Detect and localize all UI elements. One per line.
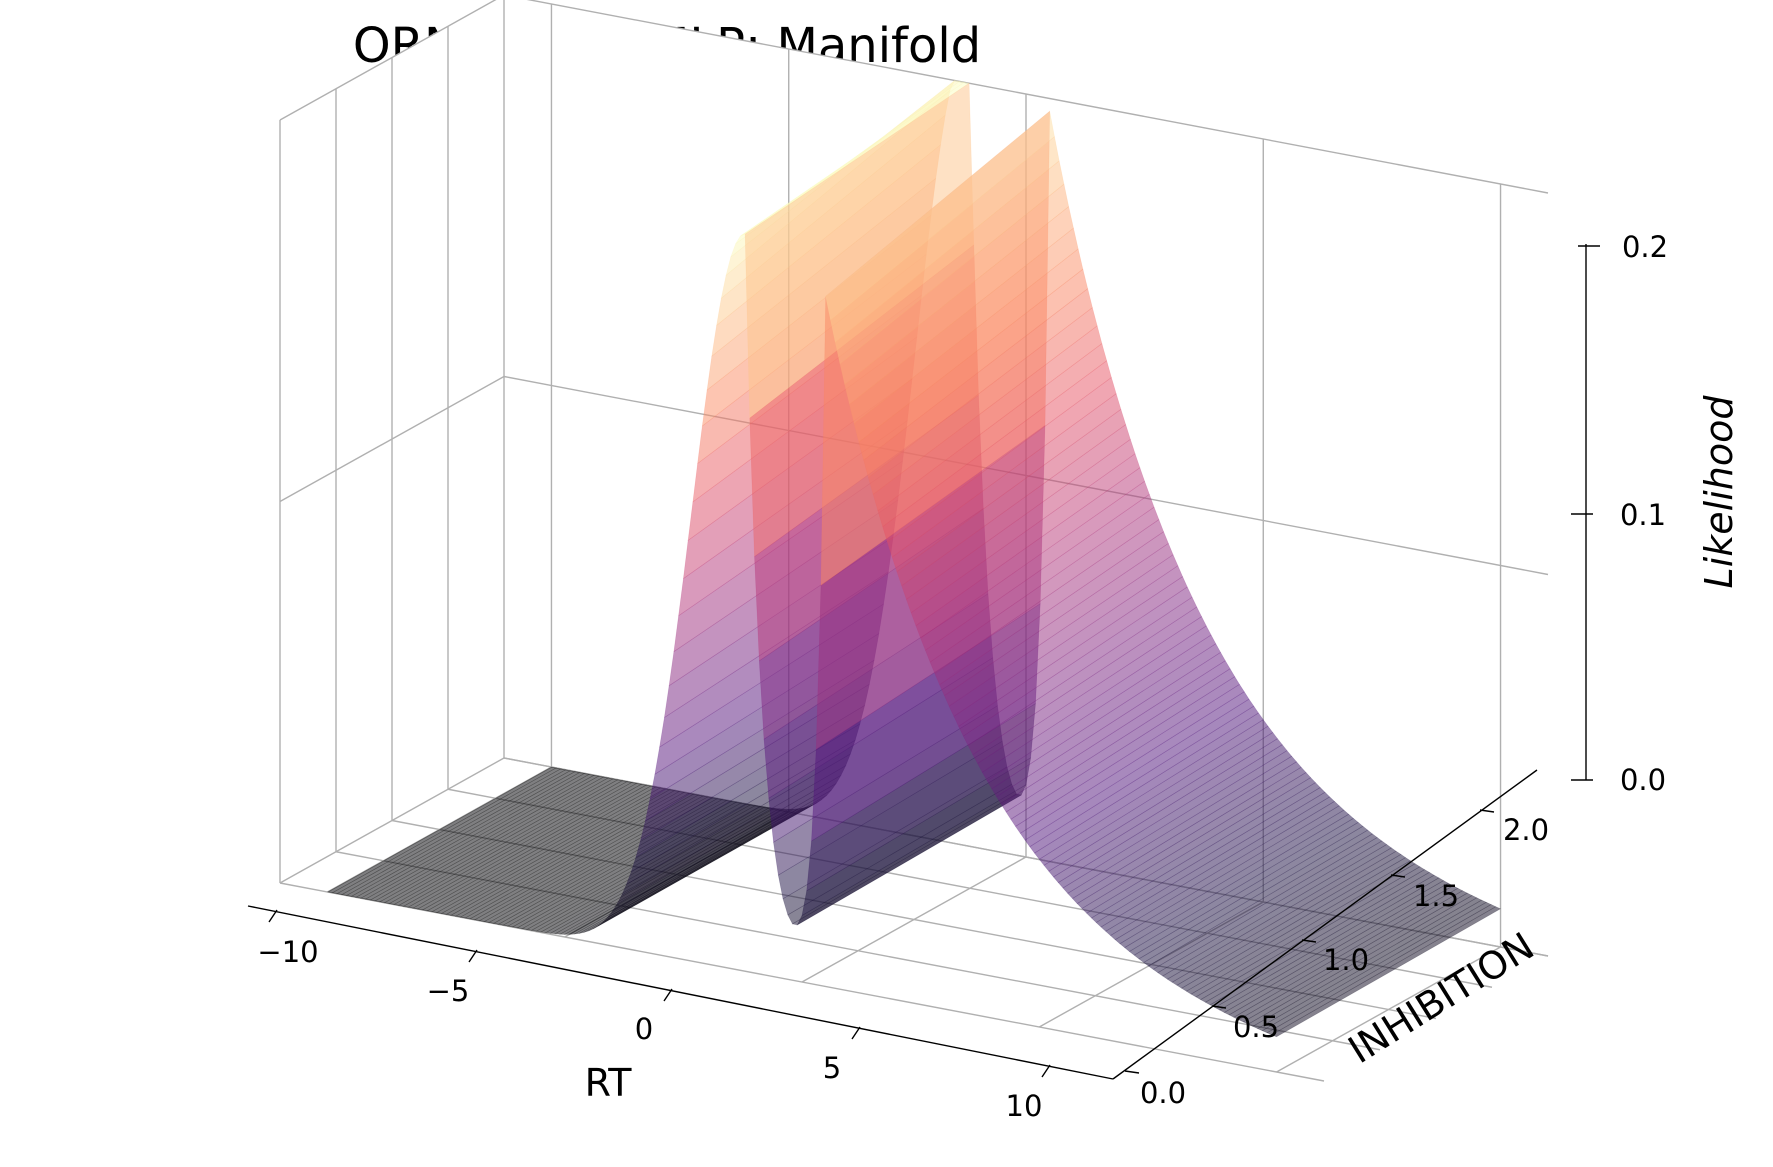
z-axis-label: Likelihood bbox=[1697, 395, 1741, 589]
y-axis-line bbox=[1112, 769, 1538, 1080]
y-tick-label: 1.0 bbox=[1323, 943, 1369, 977]
y-tick-mark bbox=[1211, 1005, 1227, 1009]
likelihood-surface bbox=[326, 80, 1502, 1038]
back-grid-z bbox=[526, 0, 1549, 194]
left-grid-z bbox=[279, 0, 497, 121]
x-axis-line bbox=[247, 905, 1114, 1080]
left-grid-z bbox=[279, 757, 505, 884]
x-tick-label: 10 bbox=[1006, 1089, 1043, 1123]
x-tick-mark bbox=[851, 1026, 861, 1040]
y-tick-label: 1.5 bbox=[1413, 879, 1459, 913]
z-tick-label: 0.1 bbox=[1620, 498, 1666, 532]
y-tick-mark bbox=[1301, 939, 1317, 943]
x-tick-label: 0 bbox=[635, 1012, 653, 1046]
axis-lines bbox=[247, 244, 1587, 1080]
y-tick-mark bbox=[1390, 874, 1406, 878]
surface-patch bbox=[1271, 906, 1502, 1038]
x-tick-mark bbox=[1041, 1064, 1051, 1078]
x-tick-mark bbox=[268, 909, 278, 923]
x-tick-label: −5 bbox=[427, 974, 470, 1008]
y-tick-mark bbox=[1479, 809, 1495, 813]
y-tick-mark bbox=[1124, 1070, 1140, 1074]
y-tick-label: 0.5 bbox=[1233, 1010, 1279, 1044]
z-tick-label: 0.0 bbox=[1620, 763, 1666, 797]
y-tick-label: 2.0 bbox=[1503, 813, 1549, 847]
left-grid-z bbox=[279, 375, 505, 503]
x-tick-mark bbox=[663, 988, 673, 1002]
x-tick-label: −10 bbox=[257, 935, 318, 969]
x-axis-label: RT bbox=[585, 1061, 633, 1105]
tick-marks: −10 −5 0 5 10 0.0 0.5 1.0 1.5 2.0 0.0 0.1 0.2 bbox=[257, 230, 1668, 1123]
x-tick-label: 5 bbox=[823, 1051, 841, 1085]
z-tick-label: 0.2 bbox=[1622, 230, 1668, 264]
x-tick-mark bbox=[468, 949, 478, 963]
y-tick-label: 0.0 bbox=[1140, 1076, 1186, 1110]
